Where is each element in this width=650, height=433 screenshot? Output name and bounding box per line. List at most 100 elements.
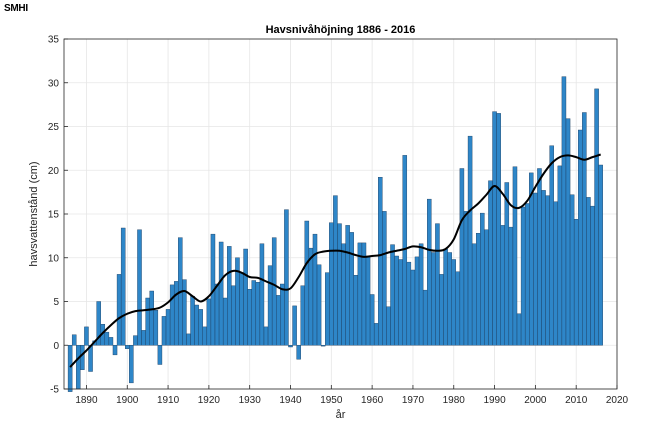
bar — [553, 201, 559, 346]
bar — [561, 76, 567, 346]
bar — [80, 345, 85, 370]
x-tick-label: 2000 — [524, 395, 547, 406]
bar — [357, 242, 363, 346]
bar — [427, 198, 432, 346]
x-tick-label: 1940 — [279, 395, 302, 406]
bar — [476, 233, 481, 346]
bar — [67, 345, 73, 392]
bar — [243, 248, 248, 346]
x-tick-label: 2010 — [565, 395, 588, 406]
bar — [369, 294, 375, 346]
bar — [153, 310, 159, 346]
bar — [353, 275, 359, 346]
bar — [218, 241, 224, 346]
bars — [67, 76, 603, 392]
x-tick-label: 1960 — [361, 395, 384, 406]
y-tick-label: 15 — [48, 210, 60, 221]
y-tick-label: 35 — [48, 35, 60, 46]
x-tick-label: 1950 — [320, 395, 343, 406]
bar — [84, 326, 89, 346]
bar — [451, 259, 456, 346]
bar — [251, 280, 257, 346]
x-tick-label: 1930 — [239, 395, 262, 406]
bar — [222, 297, 228, 346]
bar — [333, 195, 338, 346]
bar — [329, 222, 334, 346]
bar — [557, 165, 563, 346]
bar — [488, 180, 493, 346]
bar — [578, 129, 583, 346]
bar — [545, 195, 550, 346]
y-tick-labels: -5 0 5 10 15 20 25 30 35 — [48, 35, 68, 396]
bar — [422, 289, 428, 346]
bar — [263, 326, 269, 346]
bar — [292, 305, 297, 346]
bar — [71, 334, 77, 346]
y-axis-label: havsvattenstånd (cm) — [28, 161, 40, 266]
bar — [378, 177, 383, 346]
bar — [443, 248, 448, 346]
bar — [88, 345, 93, 372]
bar — [529, 172, 534, 346]
bar — [390, 244, 395, 346]
bar — [504, 182, 510, 346]
bar — [202, 326, 208, 346]
x-tick-label: 1990 — [483, 395, 506, 406]
x-tick-labels: 1890 1900 1910 1920 1930 1940 1950 1960 1970 1980… — [75, 385, 629, 406]
bar — [239, 272, 244, 346]
bar — [308, 247, 314, 346]
bar — [373, 323, 379, 346]
x-tick-label: 1900 — [116, 395, 139, 406]
bar — [214, 283, 220, 346]
bar — [320, 345, 326, 347]
bar — [165, 309, 171, 346]
bar — [182, 279, 187, 346]
bar — [76, 345, 81, 390]
bar — [537, 168, 542, 346]
bar — [533, 192, 538, 346]
bar — [337, 223, 342, 346]
bar — [590, 205, 595, 346]
bar — [382, 211, 387, 346]
bar — [471, 243, 477, 346]
y-tick-label: 20 — [48, 166, 60, 177]
bar — [96, 301, 101, 346]
bar — [198, 309, 203, 346]
bar — [108, 337, 114, 346]
bar — [435, 223, 440, 346]
bar — [549, 145, 554, 346]
y-tick-label: 0 — [53, 341, 59, 352]
bar — [586, 197, 591, 346]
y-tick-label: 10 — [48, 253, 60, 264]
bar — [439, 274, 444, 346]
bar — [300, 285, 305, 346]
bar — [137, 229, 142, 346]
bar — [492, 111, 497, 346]
bar — [394, 255, 399, 346]
y-tick-label: -5 — [50, 385, 59, 396]
bar — [296, 345, 301, 360]
x-tick-label: 1970 — [402, 395, 425, 406]
x-tick-label: 1910 — [157, 395, 180, 406]
bar — [227, 246, 232, 346]
bar — [418, 243, 424, 346]
bar — [141, 330, 146, 346]
bar — [247, 289, 252, 346]
bar — [112, 345, 118, 356]
bar — [206, 298, 212, 346]
bar — [431, 252, 436, 346]
x-tick-label: 1980 — [443, 395, 466, 406]
bar — [133, 335, 138, 346]
bar — [480, 212, 485, 346]
bar — [288, 345, 293, 348]
bar — [116, 274, 122, 346]
bar — [349, 232, 354, 346]
bar — [467, 135, 473, 346]
x-axis-label: år — [336, 409, 346, 421]
bar — [582, 112, 587, 346]
bar — [259, 243, 265, 346]
bar — [512, 166, 518, 346]
bar — [304, 220, 310, 346]
bar — [120, 227, 126, 346]
